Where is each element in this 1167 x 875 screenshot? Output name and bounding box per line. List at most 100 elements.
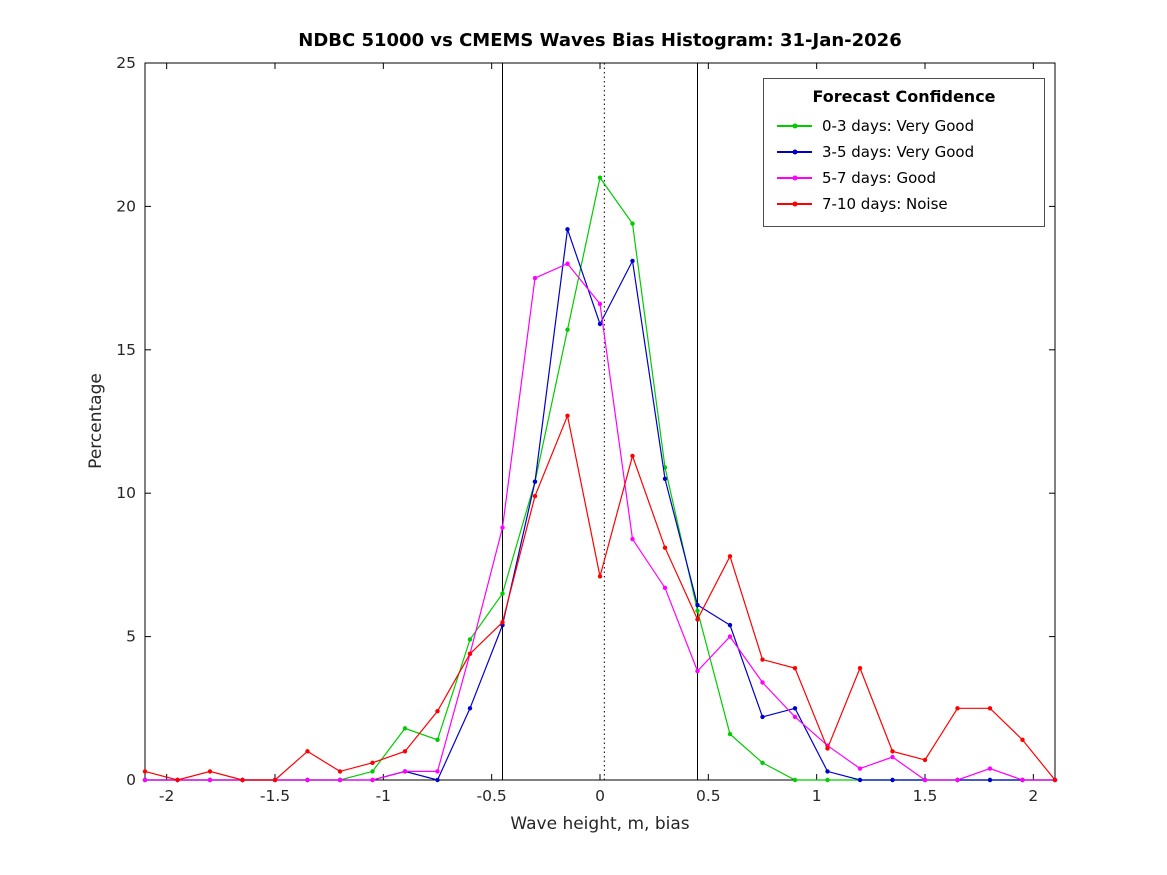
series-marker-0 [792, 777, 798, 783]
series-marker-1 [857, 777, 863, 783]
legend-item-label: 0-3 days: Very Good [822, 117, 975, 135]
series-marker-3 [1020, 737, 1025, 743]
series-marker-2 [792, 714, 798, 720]
legend-item-0: 0-3 days: Very Good [764, 113, 1044, 139]
series-marker-1 [565, 227, 570, 232]
x-axis-label: Wave height, m, bias [510, 814, 690, 834]
series-marker-2 [142, 777, 148, 783]
series-marker-3 [435, 708, 440, 714]
series-marker-1 [890, 777, 895, 783]
legend-item-label: 5-7 days: Good [822, 169, 936, 187]
series-marker-3 [207, 769, 213, 774]
series-marker-2 [370, 777, 375, 783]
series-marker-3 [727, 554, 733, 559]
series-marker-2 [760, 680, 765, 685]
legend-line-sample-icon [777, 175, 812, 181]
series-marker-0 [727, 731, 733, 737]
series-marker-0 [565, 327, 570, 332]
series-marker-2 [922, 777, 928, 783]
series-marker-2 [662, 585, 668, 591]
series-marker-0 [760, 760, 765, 765]
series-marker-3 [890, 749, 895, 754]
chart-title: NDBC 51000 vs CMEMS Waves Bias Histogram… [298, 30, 902, 51]
series-line-2 [145, 263, 1055, 781]
series-marker-2 [695, 668, 700, 674]
series-marker-0 [435, 737, 440, 743]
series-marker-3 [500, 620, 505, 625]
series-marker-1 [695, 602, 700, 608]
x-tick-label: 0 [595, 787, 605, 805]
x-tick-label: -2 [159, 787, 174, 805]
x-tick-label: 1.5 [913, 787, 938, 805]
series-marker-1 [435, 777, 440, 783]
series-marker-3 [305, 749, 310, 754]
series-marker-3 [987, 706, 993, 711]
series-marker-2 [597, 301, 603, 307]
x-tick-label: 0.5 [696, 787, 721, 805]
series-marker-0 [402, 726, 408, 731]
series-marker-3 [337, 769, 343, 774]
series-marker-3 [565, 413, 570, 418]
y-tick-label: 10 [116, 484, 136, 502]
series-marker-2 [402, 769, 408, 774]
series-line-3 [144, 413, 1056, 781]
series-marker-3 [695, 617, 700, 622]
x-tick-label: -0.5 [477, 787, 507, 805]
y-tick-label: 0 [126, 771, 136, 789]
y-tick-label: 20 [116, 197, 136, 215]
series-marker-0 [370, 769, 375, 774]
series-marker-2 [955, 777, 960, 783]
series-marker-2 [565, 261, 570, 266]
series-marker-3 [662, 545, 668, 550]
series-marker-3 [467, 651, 473, 657]
x-tick-label: 1 [812, 787, 822, 805]
series-marker-3 [370, 760, 375, 765]
legend-line-sample-icon [777, 149, 812, 155]
series-marker-0 [825, 777, 830, 783]
series-line-1 [145, 229, 1055, 781]
legend-item-label: 3-5 days: Very Good [822, 143, 975, 161]
series-marker-3 [402, 749, 408, 754]
series-marker-3 [532, 493, 538, 499]
series-marker-3 [792, 665, 798, 671]
legend-title: Forecast Confidence [812, 87, 996, 106]
series-marker-2 [305, 777, 310, 783]
series-marker-1 [825, 769, 830, 774]
x-tick-label: 2 [1028, 787, 1038, 805]
series-marker-0 [467, 637, 473, 642]
series-marker-1 [467, 706, 473, 711]
series-marker-0 [500, 591, 505, 596]
legend-item-2: 5-7 days: Good [764, 165, 1044, 191]
series-marker-1 [792, 706, 798, 711]
series-marker-1 [662, 476, 668, 482]
series-marker-3 [597, 574, 603, 579]
legend-item-label: 7-10 days: Noise [822, 195, 948, 213]
series-marker-0 [695, 608, 700, 613]
series-marker-2 [987, 766, 993, 771]
series-marker-2 [337, 777, 343, 783]
series-marker-3 [760, 657, 765, 662]
legend-item-1: 3-5 days: Very Good [764, 139, 1044, 165]
series-marker-3 [857, 665, 863, 671]
series-marker-2 [857, 766, 863, 771]
series-marker-1 [630, 258, 635, 264]
y-axis-label: Percentage [86, 373, 106, 469]
legend-line-sample-icon [777, 123, 812, 129]
series-marker-1 [727, 622, 733, 628]
series-marker-0 [597, 175, 603, 180]
y-tick-label: 5 [126, 628, 136, 646]
series-marker-1 [597, 321, 603, 327]
series-marker-2 [500, 525, 505, 530]
series-marker-3 [142, 769, 148, 774]
legend-items: 0-3 days: Very Good 3-5 days: Very Good 5-… [764, 113, 1044, 217]
series-marker-0 [630, 221, 635, 226]
series-marker-3 [630, 453, 635, 459]
series-marker-2 [207, 777, 213, 783]
x-tick-label: -1 [376, 787, 391, 805]
series-marker-3 [240, 777, 245, 783]
series-marker-1 [987, 777, 993, 783]
series-marker-1 [532, 479, 538, 484]
legend-item-3: 7-10 days: Noise [764, 191, 1044, 217]
